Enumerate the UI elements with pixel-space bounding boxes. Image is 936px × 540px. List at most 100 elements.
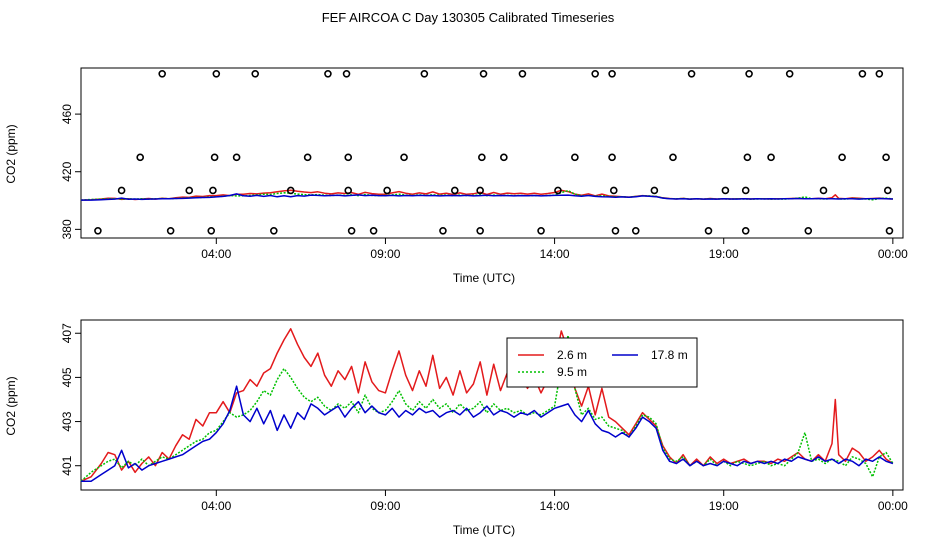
bottom-y-axis-label: CO2 (ppm)	[4, 376, 18, 435]
legend: 2.6 m 17.8 m 9.5 m	[506, 337, 698, 388]
top-y-axis-label: CO2 (ppm)	[4, 124, 18, 183]
top-reference-point-36	[450, 186, 459, 195]
legend-box	[506, 337, 698, 388]
top-reference-point-53	[537, 226, 545, 235]
top-reference-point-24	[608, 153, 616, 162]
top-reference-point-10	[687, 69, 696, 78]
bottom-y-tick-label-0: 401	[60, 455, 74, 475]
top-reference-point-18	[303, 153, 312, 162]
legend-label-2-6m: 2.6 m	[557, 348, 587, 362]
top-reference-point-26	[743, 153, 752, 162]
top-reference-point-21	[478, 153, 486, 162]
top-reference-point-31	[185, 186, 194, 195]
top-reference-point-15	[136, 153, 144, 162]
top-reference-point-11	[745, 69, 753, 78]
top-x-axis: 04:00 09:00 14:00 19:00 00:00	[201, 237, 908, 261]
top-reference-point-17	[232, 153, 241, 162]
top-x-tick-label-2: 14:00	[540, 247, 570, 261]
top-reference-point-48	[270, 226, 278, 235]
top-reference-point-44	[883, 186, 892, 195]
top-reference-point-50	[369, 226, 378, 235]
top-x-tick-label-1: 09:00	[370, 247, 400, 261]
top-reference-point-52	[476, 226, 484, 235]
top-reference-point-37	[476, 186, 484, 195]
top-reference-point-20	[400, 153, 408, 162]
bottom-x-tick-label-0: 04:00	[201, 499, 231, 513]
bottom-panel: 04:00 09:00 14:00 19:00 00:00 401 403 405 407 T…	[4, 319, 908, 537]
top-reference-point-45	[94, 226, 102, 235]
top-reference-point-33	[286, 186, 295, 195]
top-reference-point-28	[838, 153, 846, 162]
bottom-series-lines	[80, 328, 894, 482]
top-reference-point-29	[882, 153, 890, 162]
top-reference-point-9	[608, 69, 616, 78]
top-reference-point-6	[479, 69, 488, 78]
top-panel: 04:00 09:00 14:00 19:00 00:00 380 420 460 Time…	[4, 67, 908, 285]
top-reference-point-13	[858, 69, 867, 78]
bottom-x-axis: 04:00 09:00 14:00 19:00 00:00	[201, 489, 908, 513]
top-reference-point-25	[669, 153, 677, 162]
bottom-y-axis: 401 403 405 407	[60, 323, 81, 476]
legend-label-9-5m: 9.5 m	[557, 365, 587, 379]
top-reference-point-5	[420, 69, 429, 78]
top-reference-point-1	[212, 69, 221, 78]
top-reference-point-32	[209, 186, 217, 195]
bottom-x-tick-label-2: 14:00	[540, 499, 570, 513]
top-reference-point-57	[741, 226, 750, 235]
top-reference-point-7	[518, 69, 527, 78]
top-reference-point-56	[704, 226, 713, 235]
top-reference-point-19	[344, 153, 353, 162]
top-y-tick-label-2: 460	[60, 104, 74, 124]
top-reference-point-2	[251, 69, 260, 78]
bottom-y-tick-label-2: 405	[60, 367, 74, 387]
top-x-tick-label-4: 00:00	[878, 247, 908, 261]
top-reference-point-34	[344, 186, 353, 195]
top-reference-point-42	[741, 186, 750, 195]
top-reference-point-23	[571, 153, 579, 162]
top-reference-point-47	[207, 226, 216, 235]
top-reference-point-38	[554, 186, 562, 195]
top-reference-point-16	[210, 153, 219, 162]
bottom-x-axis-label: Time (UTC)	[453, 523, 515, 537]
top-reference-point-49	[347, 226, 356, 235]
top-reference-point-12	[785, 69, 794, 78]
top-reference-point-55	[631, 226, 640, 235]
top-series-line-17-8-m	[81, 193, 893, 201]
chart-title: FEF AIRCOA C Day 130305 Calibrated Times…	[322, 10, 615, 25]
top-reference-point-30	[117, 186, 126, 195]
top-reference-point-41	[721, 186, 730, 195]
bottom-x-tick-label-4: 00:00	[878, 499, 908, 513]
top-reference-point-14	[875, 69, 884, 78]
top-reference-point-39	[609, 186, 618, 195]
top-x-tick-label-3: 19:00	[709, 247, 739, 261]
legend-label-17-8m: 17.8 m	[651, 348, 688, 362]
bottom-x-tick-label-3: 19:00	[709, 499, 739, 513]
top-reference-point-51	[439, 226, 447, 235]
top-reference-point-27	[767, 153, 775, 162]
bottom-series-line-2-6-m	[80, 328, 894, 482]
top-reference-point-59	[885, 226, 894, 235]
top-reference-point-43	[819, 186, 828, 195]
top-reference-point-54	[611, 226, 620, 235]
top-y-tick-label-0: 380	[60, 219, 74, 239]
top-reference-point-3	[324, 69, 332, 78]
bottom-y-tick-label-1: 403	[60, 411, 74, 431]
top-x-axis-label: Time (UTC)	[453, 271, 515, 285]
bottom-series-line-17-8-m	[81, 385, 894, 482]
top-reference-point-4	[342, 69, 351, 78]
top-reference-point-40	[650, 186, 659, 195]
bottom-y-tick-label-3: 407	[60, 323, 74, 343]
top-reference-point-58	[804, 226, 813, 235]
top-reference-point-22	[500, 153, 508, 162]
top-reference-point-46	[166, 226, 175, 235]
top-y-axis: 380 420 460	[60, 104, 81, 239]
bottom-series-line-9-5-m	[80, 334, 894, 482]
top-reference-points	[94, 69, 894, 235]
top-reference-point-35	[383, 186, 391, 195]
top-reference-point-0	[158, 69, 166, 78]
bottom-x-tick-label-1: 09:00	[370, 499, 400, 513]
top-y-tick-label-1: 420	[60, 161, 74, 181]
top-series-lines	[80, 189, 893, 201]
